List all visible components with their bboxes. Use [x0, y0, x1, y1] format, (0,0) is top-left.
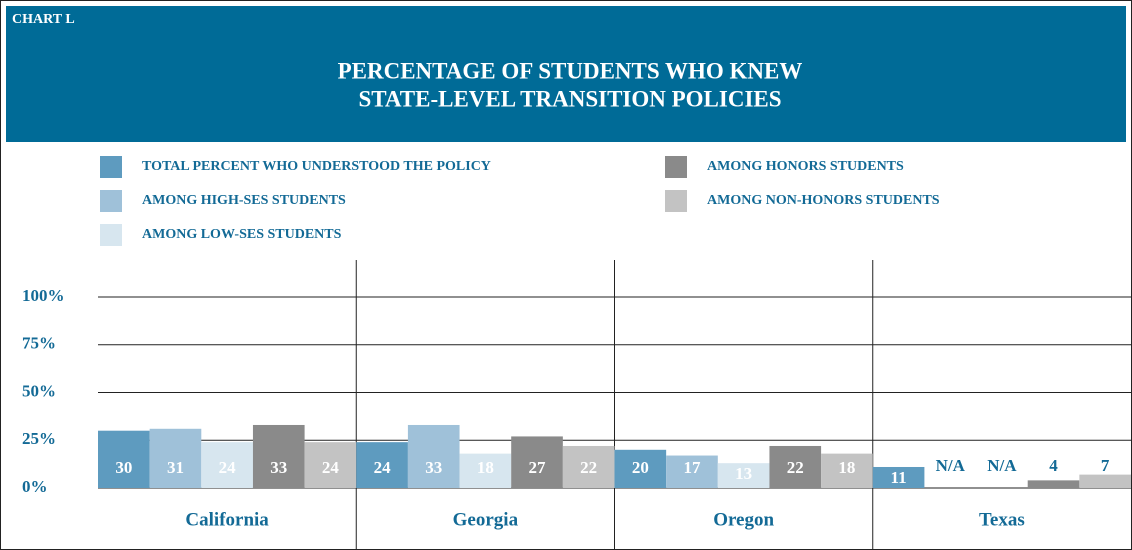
value-label: 22: [580, 458, 597, 477]
chart-title: PERCENTAGE OF STUDENTS WHO KNEW: [338, 58, 803, 83]
legend-swatch: [100, 190, 122, 212]
bar: [717, 463, 770, 488]
bar: [304, 442, 357, 488]
value-label: 18: [477, 458, 494, 477]
value-label: 33: [425, 458, 442, 477]
value-label: 13: [735, 464, 752, 483]
value-label: 17: [683, 458, 701, 477]
bar: [98, 430, 150, 488]
legend-swatch: [665, 156, 687, 178]
bar: [1027, 480, 1080, 488]
bar: [1079, 474, 1131, 488]
value-label: N/A: [987, 456, 1017, 475]
header-band: [6, 6, 1126, 142]
legend-swatch: [100, 156, 122, 178]
value-label: 11: [891, 468, 907, 487]
bar: [149, 428, 202, 488]
bar: [407, 424, 460, 488]
chart-title: STATE-LEVEL TRANSITION POLICIES: [358, 86, 781, 111]
x-tick-label: California: [185, 509, 269, 530]
chart-label: CHART L: [12, 12, 75, 27]
x-tick-label: Texas: [979, 509, 1025, 530]
value-label: 33: [270, 458, 287, 477]
bar: [356, 442, 408, 488]
value-label: 31: [167, 458, 184, 477]
value-label: 27: [529, 458, 547, 477]
legend-swatch: [100, 224, 122, 246]
bar: [614, 449, 667, 488]
y-tick-label: 100%: [22, 286, 65, 305]
legend-label: AMONG HONORS STUDENTS: [707, 159, 904, 174]
value-label: 18: [838, 458, 855, 477]
value-label: 30: [115, 458, 132, 477]
bar: [769, 445, 822, 488]
y-tick-label: 75%: [22, 334, 56, 353]
bar: [666, 455, 718, 488]
value-label: 24: [322, 458, 340, 477]
value-label: 24: [219, 458, 237, 477]
legend-label: AMONG LOW-SES STUDENTS: [142, 227, 342, 242]
bar: [511, 436, 563, 488]
legend-label: AMONG NON-HONORS STUDENTS: [707, 193, 940, 208]
bar: [562, 445, 615, 488]
y-tick-label: 50%: [22, 381, 56, 400]
bar: [872, 466, 925, 488]
bar: [252, 424, 305, 488]
value-label: N/A: [936, 456, 966, 475]
x-tick-label: Georgia: [453, 509, 519, 530]
value-label: 22: [787, 458, 804, 477]
value-label: 4: [1049, 456, 1058, 475]
legend-label: TOTAL PERCENT WHO UNDERSTOOD THE POLICY: [142, 159, 491, 174]
value-label: 20: [632, 458, 649, 477]
legend-label: AMONG HIGH-SES STUDENTS: [142, 193, 346, 208]
legend-swatch: [665, 190, 687, 212]
y-tick-label: 0%: [22, 477, 48, 496]
bar: [201, 442, 253, 488]
x-tick-label: Oregon: [713, 509, 774, 530]
bar: [459, 453, 512, 488]
value-label: 24: [374, 458, 392, 477]
bar: [821, 453, 873, 488]
y-tick-label: 25%: [22, 429, 56, 448]
value-label: 7: [1101, 456, 1110, 475]
